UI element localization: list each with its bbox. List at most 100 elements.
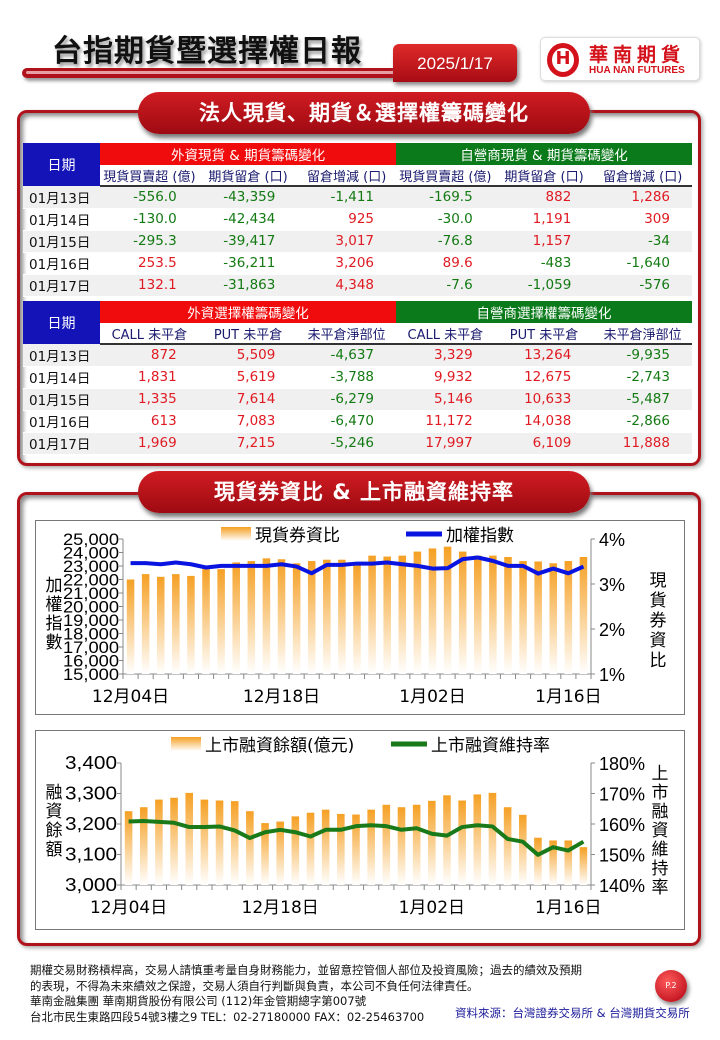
cell-value: 1,157 xyxy=(494,230,594,253)
bar xyxy=(306,812,315,885)
series-line xyxy=(128,818,585,857)
bar xyxy=(323,559,331,674)
cell-value: 5,146 xyxy=(396,388,495,411)
bar xyxy=(155,799,163,885)
right-axis-title-char: 融 xyxy=(652,802,669,822)
bar xyxy=(246,811,254,885)
cell-value: -31,863 xyxy=(198,274,298,297)
bar xyxy=(261,823,269,885)
cell-value: -169.5 xyxy=(396,186,495,209)
bar xyxy=(185,792,194,885)
bar xyxy=(549,840,557,885)
cell-value: 309 xyxy=(593,208,692,231)
cell-value: -43,359 xyxy=(198,186,298,209)
bar xyxy=(428,800,436,885)
disclaimer-line1: 期權交易財務槓桿高，交易人請慎重考量自身財務能力，並留意控管個人部位及投資風險；… xyxy=(30,963,582,977)
bar xyxy=(232,562,240,674)
bar xyxy=(217,569,225,674)
bar xyxy=(230,801,239,885)
row-date: 01月14日 xyxy=(23,208,101,231)
bar xyxy=(156,576,165,674)
logo-text-cn: 華南期貨 xyxy=(589,44,686,66)
cell-value: -36,211 xyxy=(198,252,298,275)
left-tick-label: 3,200 xyxy=(65,814,117,834)
logo-mark-icon: H xyxy=(547,43,579,77)
bar xyxy=(579,557,588,674)
bar xyxy=(338,559,346,674)
left-axis-title-char: 數 xyxy=(46,633,63,653)
bar xyxy=(382,804,391,885)
bar xyxy=(549,563,558,674)
bar xyxy=(413,551,422,674)
x-tick-label: 1月02日 xyxy=(399,687,465,707)
cell-value: 9,932 xyxy=(396,366,495,389)
cell-value: 7,083 xyxy=(198,410,298,433)
left-tick-label: 16,000 xyxy=(63,652,119,671)
table-row: 01月17日 132.1 -31,863 4,348 -7.6 -1,059 -576 xyxy=(23,274,692,297)
bar xyxy=(473,794,482,885)
column-header: CALL 未平倉 xyxy=(100,323,199,345)
column-header: PUT 未平倉 xyxy=(198,323,298,345)
data-source: 資料來源：台灣證券交易所 & 台灣期貨交易所 xyxy=(455,1006,690,1020)
bar xyxy=(170,797,178,885)
right-axis-title-char: 資 xyxy=(650,631,667,651)
bar xyxy=(534,561,542,674)
legend-bar-swatch xyxy=(221,527,251,541)
row-date: 01月13日 xyxy=(23,186,101,209)
cell-value: -2,866 xyxy=(593,410,692,433)
report-date: 2025/1/17 xyxy=(393,44,517,82)
options-table: 日期 外資選擇權籌碼變化 自營商選擇權籌碼變化 CALL 未平倉 PUT 未平倉未… xyxy=(23,301,692,455)
cell-value: -1,059 xyxy=(494,274,594,297)
cell-value: 1,831 xyxy=(100,366,199,389)
cell-value: -34 xyxy=(593,230,692,253)
column-header: 未平倉淨部位 xyxy=(297,323,397,345)
row-date: 01月15日 xyxy=(23,230,101,253)
left-axis-title-char: 權 xyxy=(46,595,63,615)
right-axis-title-char: 比 xyxy=(650,651,667,671)
cell-value: 3,329 xyxy=(396,344,495,367)
column-header: 現貨買賣超 (億) xyxy=(396,165,495,187)
cell-value: 14,038 xyxy=(494,410,594,433)
table-row: 01月15日 1,335 7,614 -6,279 5,146 10,633 -5,487 xyxy=(23,388,692,411)
cell-value: -2,743 xyxy=(593,366,692,389)
cell-value: 1,286 xyxy=(593,186,692,209)
cell-value: -130.0 xyxy=(100,208,199,231)
column-header: 現貨買賣超 (億) xyxy=(100,165,199,187)
right-tick-label: 4% xyxy=(599,530,625,550)
row-date: 01月16日 xyxy=(23,410,101,433)
legend-line-label: 加權指數 xyxy=(446,526,514,546)
bar xyxy=(276,821,284,885)
right-tick-label: 2% xyxy=(599,620,625,640)
right-tick-label: 170% xyxy=(599,785,645,805)
bar xyxy=(262,558,271,674)
left-axis-title-char: 資 xyxy=(46,802,63,822)
row-date: 01月14日 xyxy=(23,366,101,389)
left-tick-label: 3,000 xyxy=(65,875,117,895)
bar xyxy=(202,569,210,674)
bar xyxy=(307,561,316,674)
footer-text: 期權交易財務槓桿高，交易人請慎重考量自身財務能力，並留意控管個人部位及投資風險；… xyxy=(30,963,582,1025)
bar xyxy=(412,804,421,885)
cell-value: 89.6 xyxy=(396,252,495,275)
bar xyxy=(368,555,376,674)
row-date: 01月13日 xyxy=(23,344,101,367)
column-header: 未平倉淨部位 xyxy=(593,323,692,345)
column-header: 期貨留倉 (口) xyxy=(198,165,298,187)
cell-value: 11,888 xyxy=(593,432,692,455)
left-tick-label: 3,100 xyxy=(65,845,117,865)
legend-bar-label: 現貨券資比 xyxy=(255,526,340,546)
cell-value: 11,172 xyxy=(396,410,495,433)
table-row: 01月15日 -295.3 -39,417 3,017 -76.8 1,157 -34 xyxy=(23,230,692,253)
table-row: 01月16日 253.5 -36,211 3,206 89.6 -483 -1,640 xyxy=(23,252,692,275)
cell-value: 10,633 xyxy=(494,388,594,411)
cell-value: 613 xyxy=(100,410,199,433)
right-axis-title-char: 維 xyxy=(652,840,669,860)
table-row: 01月14日 1,831 5,619 -3,788 9,932 12,675 -2,743 xyxy=(23,366,692,389)
section1-title: 法人現貨、期貨＆選擇權籌碼變化 xyxy=(138,92,590,134)
left-tick-label: 22,000 xyxy=(63,571,119,590)
company-info: 華南金融集團 華南期貨股份有限公司 (112)年金管期總字第007號 xyxy=(30,994,367,1008)
left-tick-label: 23,000 xyxy=(63,557,119,576)
column-header: CALL 未平倉 xyxy=(396,323,495,345)
table-row: 01月17日 1,969 7,215 -5,246 17,997 6,109 11,888 xyxy=(23,432,692,455)
left-tick-label: 19,000 xyxy=(63,611,119,630)
